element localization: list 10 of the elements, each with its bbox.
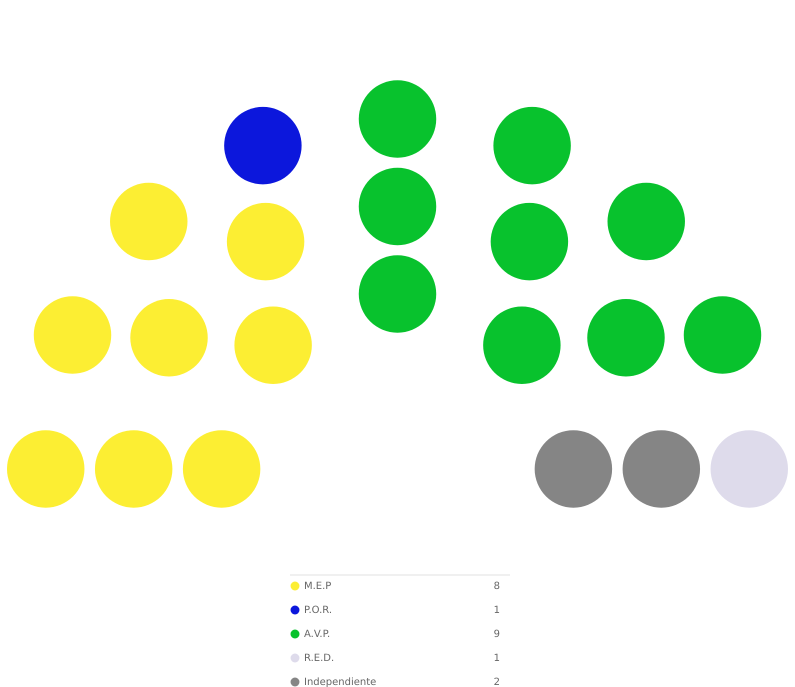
data-label: 1 — [494, 605, 500, 616]
category-label: A.V.P. — [304, 629, 330, 640]
data-label: 8 — [494, 581, 500, 592]
data-label: 1 — [494, 653, 500, 664]
category-label: R.E.D. — [304, 653, 334, 664]
data-label: 2 — [494, 677, 500, 687]
category-label: P.O.R. — [304, 605, 332, 616]
data-label: 9 — [494, 629, 500, 640]
category-label: M.E.P — [304, 581, 332, 592]
category-label: Independiente — [304, 677, 376, 687]
